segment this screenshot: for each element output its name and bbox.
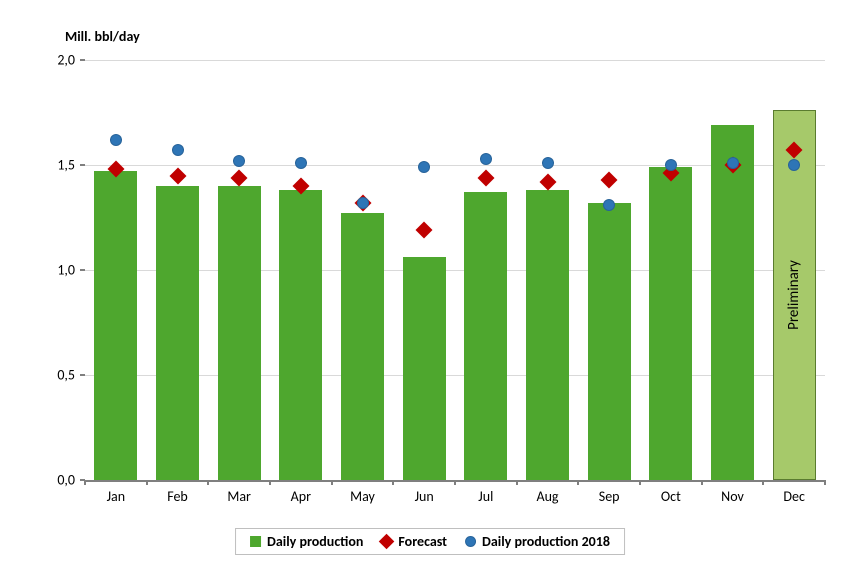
forecast-marker [231, 169, 248, 186]
xtick-mark [392, 480, 394, 485]
gridline [85, 60, 825, 61]
prev-year-marker [788, 159, 800, 171]
xtick-mark [639, 480, 641, 485]
ytick-label: 1,5 [45, 157, 75, 174]
bar [156, 186, 199, 480]
xtick-label: Dec [783, 488, 805, 505]
forecast-marker [477, 169, 494, 186]
xtick-label: May [350, 488, 375, 505]
legend: Daily production Forecast Daily producti… [235, 528, 625, 555]
xtick-label: Jun [415, 488, 434, 505]
prev-year-marker [480, 153, 492, 165]
xtick-mark [762, 480, 764, 485]
prev-year-marker [418, 161, 430, 173]
plot-area: Preliminary [85, 60, 825, 482]
diamond-icon [379, 534, 395, 550]
xtick-mark [331, 480, 333, 485]
xtick-mark [454, 480, 456, 485]
xtick-label: Feb [167, 488, 188, 505]
ytick-label: 2,0 [45, 52, 75, 69]
xtick-mark [84, 480, 86, 485]
xtick-label: Sep [599, 488, 620, 505]
ytick-label: 0,0 [45, 472, 75, 489]
ytick-label: 1,0 [45, 262, 75, 279]
bar [526, 190, 569, 480]
prev-year-marker [110, 134, 122, 146]
prev-year-marker [172, 144, 184, 156]
legend-label-prev: Daily production 2018 [482, 533, 610, 550]
prev-year-marker [357, 197, 369, 209]
circle-icon [465, 536, 476, 547]
ytick-mark [80, 269, 85, 271]
xtick-mark [824, 480, 826, 485]
xtick-label: Jan [107, 488, 126, 505]
forecast-marker [416, 222, 433, 239]
xtick-mark [269, 480, 271, 485]
preliminary-label: Preliminary [785, 260, 803, 330]
ytick-label: 0,5 [45, 367, 75, 384]
square-icon [250, 536, 261, 547]
legend-label-bar: Daily production [267, 533, 363, 550]
prev-year-marker [233, 155, 245, 167]
xtick-label: Apr [291, 488, 311, 505]
xtick-label: Nov [721, 488, 744, 505]
xtick-mark [146, 480, 148, 485]
legend-item-prev: Daily production 2018 [465, 533, 610, 550]
legend-item-forecast: Forecast [381, 533, 447, 550]
xtick-label: Mar [227, 488, 251, 505]
legend-label-forecast: Forecast [398, 533, 447, 550]
y-axis-title: Mill. bbl/day [65, 28, 140, 45]
legend-item-bar: Daily production [250, 533, 363, 550]
prev-year-marker [727, 157, 739, 169]
forecast-marker [169, 167, 186, 184]
prev-year-marker [665, 159, 677, 171]
xtick-label: Oct [661, 488, 681, 505]
bar [94, 171, 137, 480]
bar [218, 186, 261, 480]
ytick-mark [80, 374, 85, 376]
prev-year-marker [542, 157, 554, 169]
bar [464, 192, 507, 480]
forecast-marker [601, 171, 618, 188]
production-chart: Mill. bbl/day Preliminary Daily producti… [0, 0, 860, 580]
xtick-label: Aug [536, 488, 558, 505]
xtick-mark [701, 480, 703, 485]
xtick-mark [577, 480, 579, 485]
ytick-mark [80, 59, 85, 61]
bar [711, 125, 754, 480]
ytick-mark [80, 164, 85, 166]
xtick-label: Jul [478, 488, 493, 505]
bar [279, 190, 322, 480]
prev-year-marker [295, 157, 307, 169]
xtick-mark [207, 480, 209, 485]
forecast-marker [539, 173, 556, 190]
bar [649, 167, 692, 480]
xtick-mark [516, 480, 518, 485]
bar [588, 203, 631, 480]
bar [341, 213, 384, 480]
bar [403, 257, 446, 480]
prev-year-marker [603, 199, 615, 211]
